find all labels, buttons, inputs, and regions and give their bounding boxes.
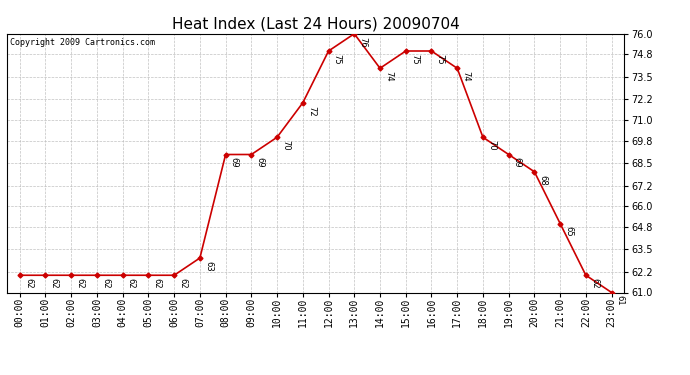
Text: 70: 70: [282, 140, 290, 151]
Text: 75: 75: [410, 54, 419, 64]
Text: 68: 68: [539, 174, 548, 185]
Text: 72: 72: [307, 105, 316, 116]
Text: 62: 62: [590, 278, 599, 289]
Text: 74: 74: [384, 71, 393, 82]
Text: 76: 76: [358, 36, 368, 47]
Text: 70: 70: [487, 140, 496, 151]
Text: 65: 65: [564, 226, 573, 237]
Text: 62: 62: [127, 278, 136, 289]
Text: 69: 69: [513, 157, 522, 168]
Text: 75: 75: [435, 54, 444, 64]
Text: 62: 62: [101, 278, 110, 289]
Text: 62: 62: [178, 278, 187, 289]
Title: Heat Index (Last 24 Hours) 20090704: Heat Index (Last 24 Hours) 20090704: [172, 16, 460, 31]
Text: 62: 62: [152, 278, 161, 289]
Text: 62: 62: [24, 278, 33, 289]
Text: 69: 69: [230, 157, 239, 168]
Text: 63: 63: [204, 261, 213, 272]
Text: 62: 62: [75, 278, 84, 289]
Text: 69: 69: [255, 157, 264, 168]
Text: Copyright 2009 Cartronics.com: Copyright 2009 Cartronics.com: [10, 38, 155, 46]
Text: 61: 61: [615, 295, 624, 306]
Text: 75: 75: [333, 54, 342, 64]
Text: 62: 62: [50, 278, 59, 289]
Text: 74: 74: [462, 71, 471, 82]
